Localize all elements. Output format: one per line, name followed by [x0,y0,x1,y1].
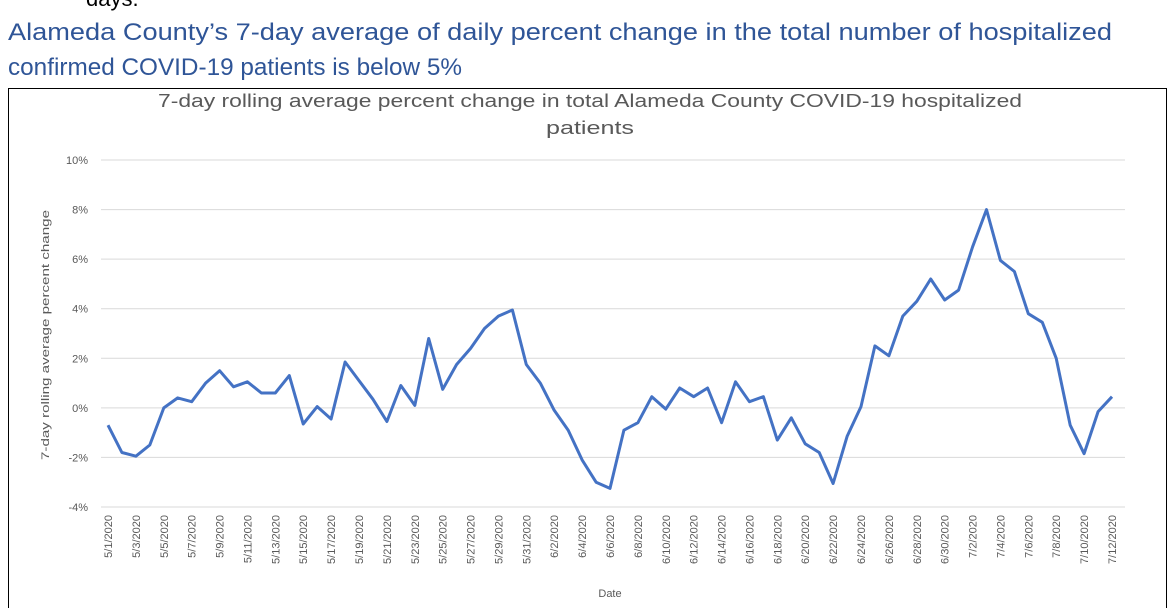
y-tick-label: 6% [72,254,88,266]
x-tick-label: 7/12/2020 [1107,515,1119,564]
x-tick-label: 7/6/2020 [1023,515,1035,558]
x-tick-label: 5/15/2020 [298,515,310,564]
x-tick-label: 6/12/2020 [689,515,701,564]
chart-title: 7-day rolling average percent change in … [158,91,1022,111]
x-tick-label: 6/30/2020 [940,515,952,564]
x-tick-label: 5/21/2020 [382,515,394,564]
x-tick-label: 6/26/2020 [884,515,896,564]
heading-line: Alameda County’s 7-day average of daily … [8,19,1112,46]
x-tick-label: 7/10/2020 [1079,515,1091,564]
y-tick-label: -2% [68,452,88,464]
x-tick-label: 6/28/2020 [912,515,924,564]
x-tick-label: 5/17/2020 [326,515,338,564]
x-tick-label: 5/7/2020 [187,515,199,558]
x-tick-label: 6/16/2020 [744,515,756,564]
x-tick-label: 5/5/2020 [159,515,171,558]
x-tick-label: 5/11/2020 [242,515,254,563]
x-tick-label: 5/19/2020 [354,515,366,564]
x-tick-label: 7/8/2020 [1051,515,1063,558]
x-tick-label: 5/31/2020 [521,515,533,564]
y-tick-label: 4% [72,304,88,316]
x-tick-label: 5/3/2020 [131,515,143,558]
y-axis-title: 7-day rolling average percent change [40,210,52,460]
data-line [106,208,1114,490]
x-tick-label: 6/6/2020 [605,515,617,558]
x-tick-label: 6/2/2020 [549,515,561,558]
x-tick-label: 5/13/2020 [270,515,282,564]
x-tick-label: 5/27/2020 [466,515,478,564]
x-axis-title: Date [598,588,621,600]
x-tick-label: 6/18/2020 [772,515,784,564]
y-tick-label: -4% [68,502,88,514]
x-tick-label: 6/10/2020 [661,515,673,564]
y-tick-label: 0% [72,403,88,415]
y-tick-label: 8% [72,205,88,217]
heading-line: confirmed COVID-19 patients is below 5% [8,54,462,81]
cut-text: days. [86,0,139,11]
chart-title: patients [546,118,634,138]
x-tick-label: 6/24/2020 [856,515,868,564]
x-tick-label: 5/9/2020 [215,515,227,558]
x-tick-label: 5/29/2020 [493,515,505,564]
x-tick-label: 6/8/2020 [633,515,645,558]
x-tick-label: 6/14/2020 [717,515,729,564]
x-tick-label: 5/23/2020 [410,515,422,564]
x-tick-label: 5/1/2020 [103,515,115,558]
y-tick-label: 2% [72,353,88,365]
y-tick-label: 10% [66,155,88,167]
x-tick-label: 5/25/2020 [438,515,450,564]
x-tick-label: 6/4/2020 [577,515,589,558]
x-tick-label: 6/22/2020 [828,515,840,564]
x-tick-label: 7/4/2020 [995,515,1007,558]
chart-frame [8,88,1167,608]
x-tick-label: 6/20/2020 [800,515,812,564]
x-tick-label: 7/2/2020 [968,515,980,558]
